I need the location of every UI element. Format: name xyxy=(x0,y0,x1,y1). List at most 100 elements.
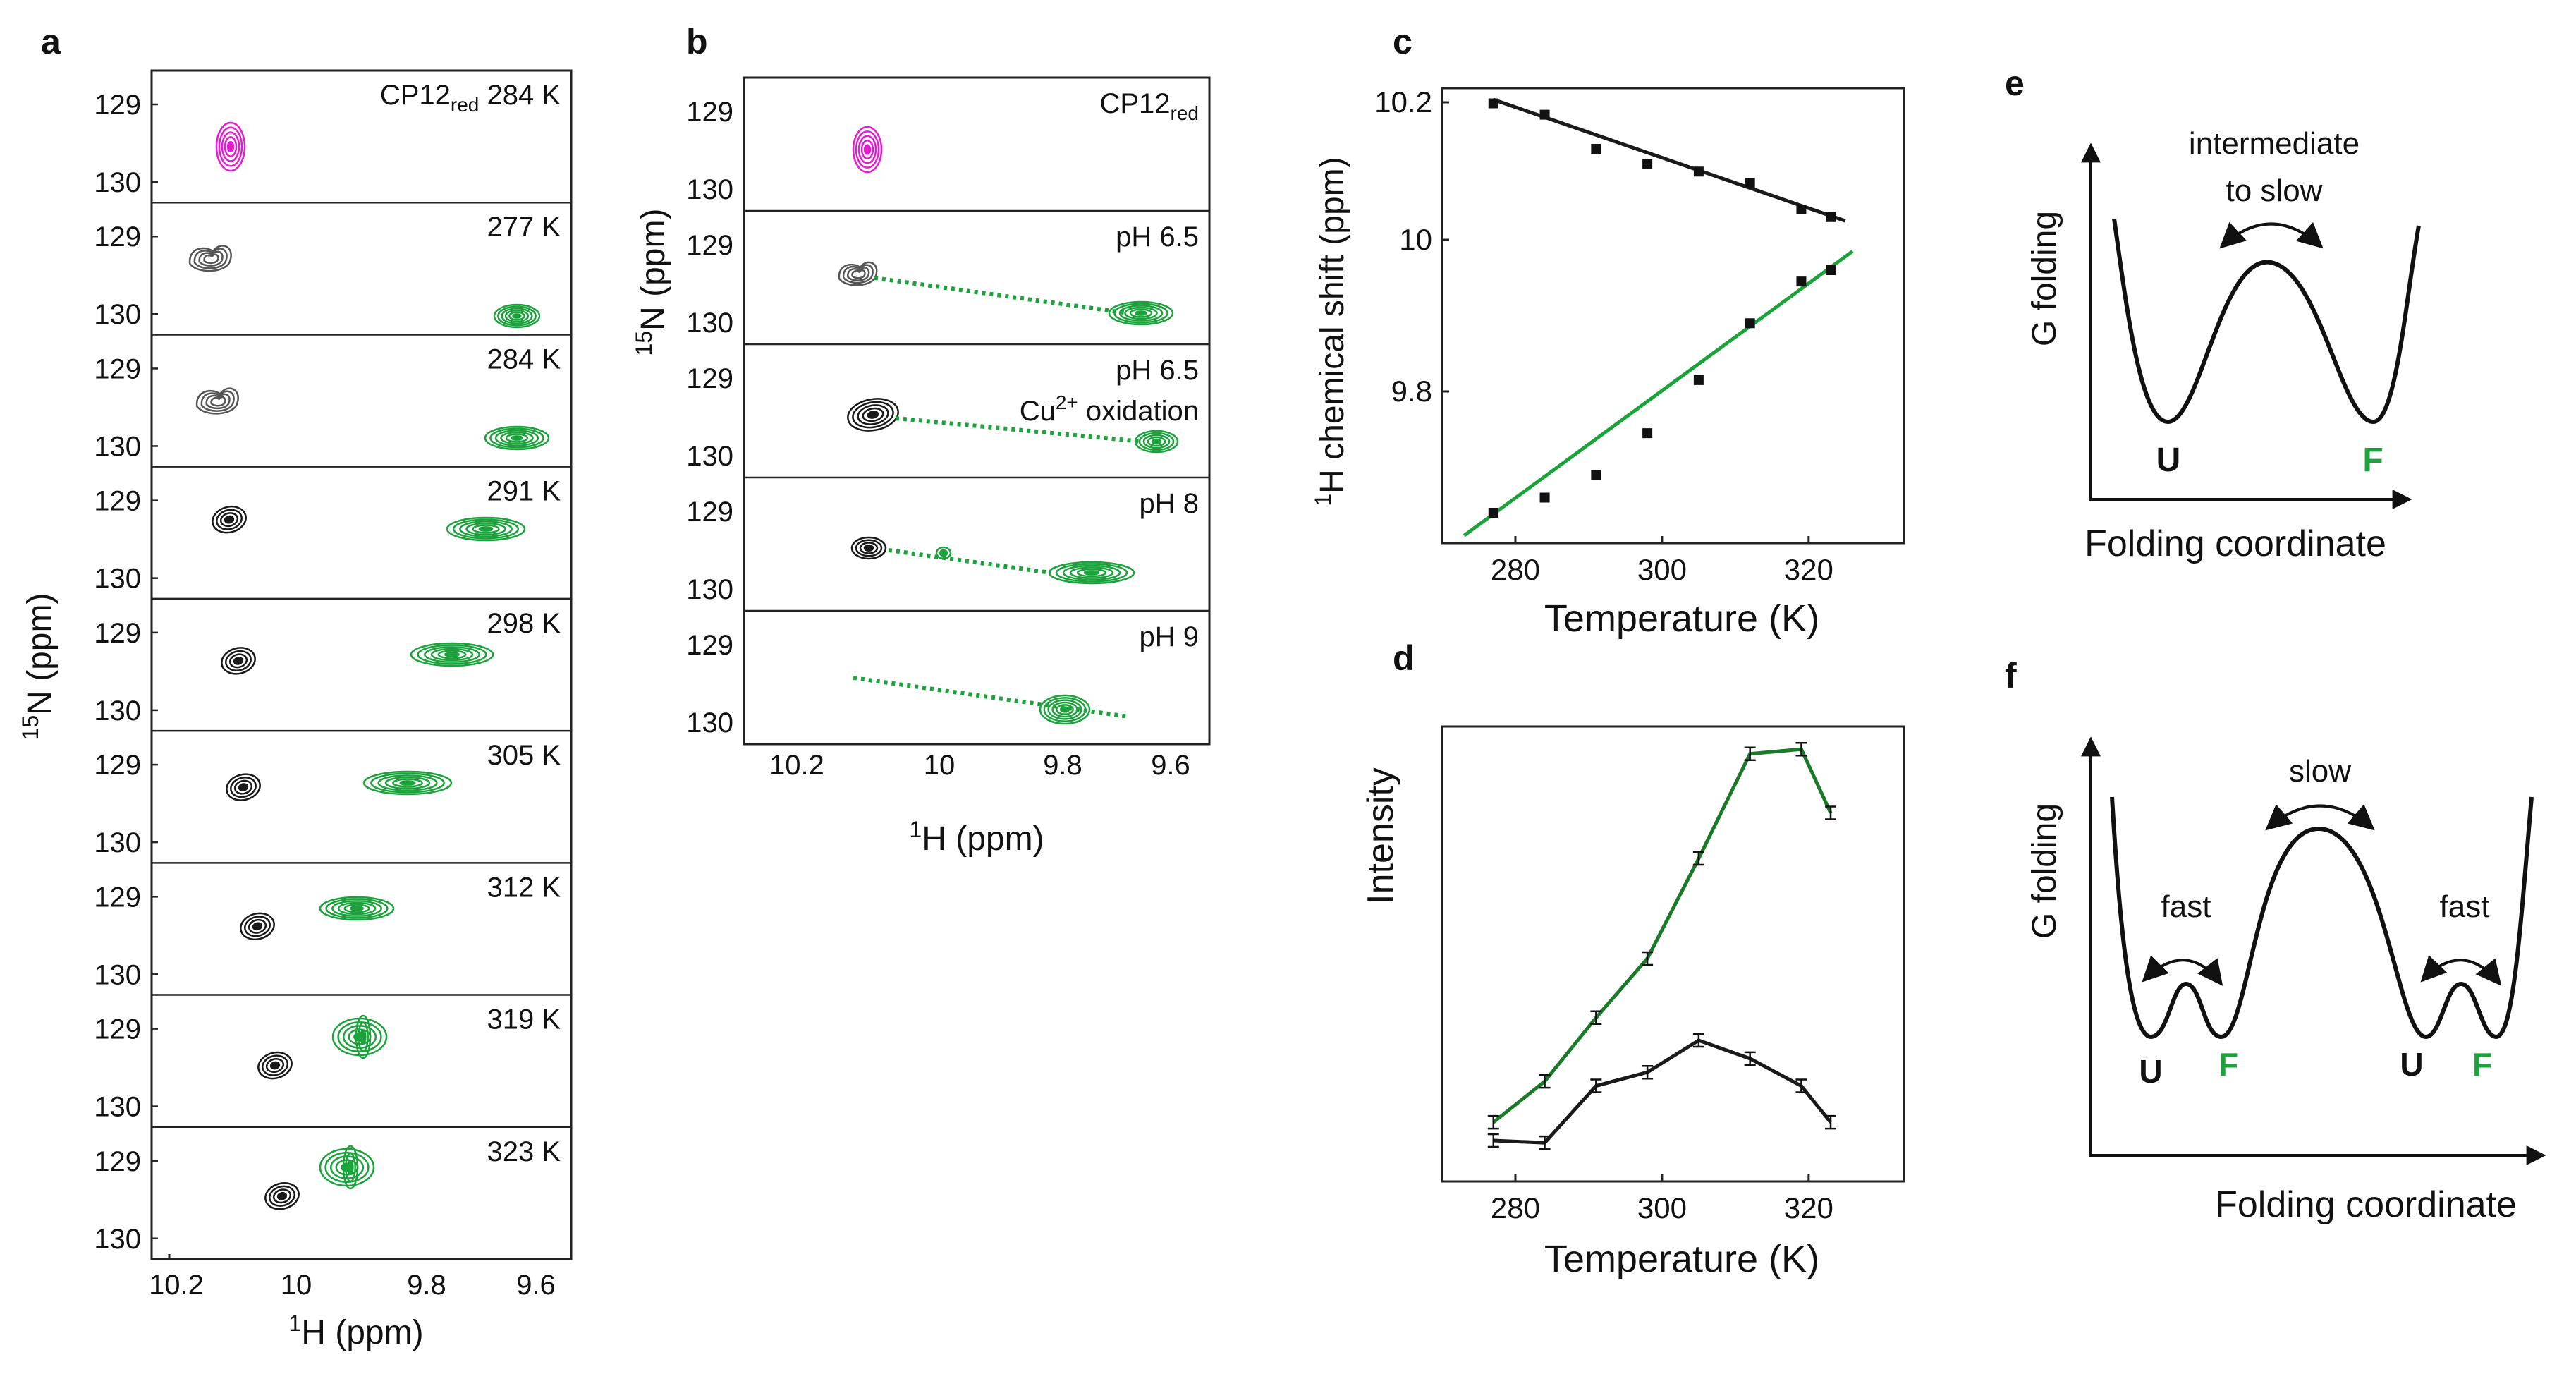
panel-a-black-peak xyxy=(264,1182,300,1210)
panel-b-green-peak-contour xyxy=(1062,564,1121,581)
panel-f-F1: F xyxy=(2218,1046,2238,1083)
panel-a-frame xyxy=(150,69,573,1260)
panel-b-ytick-130: 130 xyxy=(686,308,733,339)
panel-a-green-peak xyxy=(493,303,541,329)
panel-a-black-peak xyxy=(240,912,275,941)
panel-b-magenta-peak-contour xyxy=(855,130,880,169)
panel-b-green-peak-contour xyxy=(1124,306,1158,320)
panel-b-green-peak-contour xyxy=(1113,303,1168,324)
panel-a-black-peak-contour xyxy=(252,922,263,931)
panel-e-energy-curve xyxy=(2112,218,2421,425)
panel-c-ytick-label: 10 xyxy=(1399,223,1432,256)
panel-c-point-unfolded xyxy=(1488,98,1498,109)
panel-a-green-peak-contour xyxy=(337,901,377,916)
panel-a-black-peak-contour xyxy=(193,248,228,269)
panel-c-point-unfolded xyxy=(1826,212,1836,222)
panel-b-magenta-peak-contour xyxy=(863,144,872,155)
panel-c-point-unfolded xyxy=(1796,205,1807,214)
panel-b-ytick-130: 130 xyxy=(686,441,733,472)
panel-a-row-label: 319 K xyxy=(487,1004,561,1035)
panel-b-ylabel: 15N (ppm) xyxy=(631,209,672,356)
panel-b-green-intermediate-contour xyxy=(935,546,952,560)
panel-a-ytick-130: 130 xyxy=(94,1224,141,1255)
panel-b-dotted-trajectory xyxy=(874,276,1129,315)
panel-a-magenta-peak xyxy=(215,121,246,172)
panel-b: 129 130 CP12red 129 130 pH 6.5 129 130 pH 6.5 Cu2… xyxy=(631,76,1211,858)
panel-b-black-peak-contour xyxy=(842,264,874,284)
panel-b-green-intermediate xyxy=(935,546,952,560)
panel-d-xtick-label: 320 xyxy=(1784,1191,1833,1224)
panel-b-ytick-130: 130 xyxy=(686,174,733,205)
panel-b-magenta-peak-contour xyxy=(857,135,877,164)
panel-e-U: U xyxy=(2156,442,2181,479)
panel-a-black-peak-contour xyxy=(210,396,226,407)
panel-f: slow fast fast U F U F G folding Folding… xyxy=(2026,736,2546,1225)
panel-e-xlabel: Folding coordinate xyxy=(2084,523,2386,564)
panel-b-row-label-2: Cu2+ oxidation xyxy=(1020,391,1199,427)
panel-c: 280 300 320 9.8 10 10.2 Temperature (K) 1H ch… xyxy=(1310,85,1905,640)
panel-b-green-peak-contour xyxy=(1043,697,1087,722)
panel-a-green-peak xyxy=(319,896,395,921)
panel-f-fast-right-arrow xyxy=(2420,955,2502,986)
panel-a-row-label: 312 K xyxy=(487,872,561,903)
panel-a-row-label: 305 K xyxy=(487,740,561,771)
panel-a-black-peak-contour xyxy=(203,253,219,265)
panel-c-point-unfolded xyxy=(1539,109,1550,120)
panel-a-black-peak xyxy=(195,387,239,415)
panel-e-F: F xyxy=(2362,442,2383,479)
panel-a-magenta-peak-contour xyxy=(224,136,238,157)
panel-b-xlabel: 1H (ppm) xyxy=(909,817,1044,858)
panel-d-xlabel: Temperature (K) xyxy=(1544,1238,1819,1280)
panel-a-black-peak-contour xyxy=(248,918,267,934)
panel-b-green-peak xyxy=(1039,694,1091,725)
panel-f-U2: U xyxy=(2400,1046,2423,1083)
panel-a-row-label: CP12red 284 K xyxy=(380,80,561,116)
panel-b-frame xyxy=(743,76,1211,746)
panel-b-black-peak-contour xyxy=(847,267,870,281)
panel-a-ytick-130: 130 xyxy=(94,695,141,726)
panel-f-fast-right-label: fast xyxy=(2440,889,2490,924)
panel-d-line-folded xyxy=(1492,747,1833,1124)
panel-a-green-peak-contour xyxy=(437,650,467,659)
panel-c-xtick-label: 300 xyxy=(1637,553,1687,586)
panel-b-green-peak-contour xyxy=(1135,310,1147,316)
panel-b-black-peak xyxy=(850,536,887,560)
panel-a-ytick-129: 129 xyxy=(94,1014,141,1045)
panel-a-green-peak-stem-contour xyxy=(358,1021,369,1052)
panel-b-black-peak-contour xyxy=(850,536,887,560)
panel-a-green-peak-contour xyxy=(377,774,438,791)
panel-b-green-peak-contour xyxy=(1056,704,1074,715)
panel-a-black-peak-contour xyxy=(272,1188,292,1204)
panel-a-black-peak xyxy=(212,505,247,534)
panel-a-green-peak-contour xyxy=(497,305,537,327)
panel-a-green-peak-contour xyxy=(362,770,453,796)
panel-b-black-peak-contour xyxy=(855,539,883,557)
panel-b-row-label: pH 6.5 xyxy=(1116,221,1199,253)
panel-a-ytick-130: 130 xyxy=(94,827,141,858)
panel-a-green-peak-contour xyxy=(324,1151,370,1184)
panel-b-row-label: pH 6.5 xyxy=(1116,355,1199,386)
panel-b-green-peak-contour xyxy=(1039,694,1091,725)
panel-a-green-peak-contour xyxy=(392,778,423,788)
panel-letter-e: e xyxy=(2005,63,2025,103)
panel-c-frame xyxy=(1441,87,1905,545)
panel-a-green-peak-contour xyxy=(472,524,500,534)
panel-a-green-peak-stem xyxy=(342,1145,359,1190)
panel-a-green-peak xyxy=(319,1148,375,1187)
panel-a-green-peak-contour xyxy=(424,646,480,663)
panel-a: 129 130 CP12red 284 K 129 130 277 K 129 130 284 … xyxy=(18,69,573,1351)
panel-a-black-peak-contour xyxy=(238,783,249,791)
panel-b-black-peak xyxy=(847,398,899,432)
panel-b-green-peak-contour xyxy=(1051,701,1078,718)
panel-f-F2: F xyxy=(2472,1046,2492,1083)
panel-a-row-label: 284 K xyxy=(487,344,561,375)
panel-a-black-peak-contour xyxy=(219,512,239,528)
panel-e: intermediate to slow U F G folding Foldi… xyxy=(2026,126,2421,564)
panel-a-green-peak-contour xyxy=(504,309,530,323)
panel-a-green-peak-stem-contour xyxy=(342,1145,359,1190)
panel-c-point-unfolded xyxy=(1745,178,1755,188)
panel-a-green-peak xyxy=(446,516,526,542)
panel-b-black-peak-contour xyxy=(852,401,894,429)
panel-c-xtick-label: 280 xyxy=(1491,553,1540,586)
panel-f-slow-arrow xyxy=(2265,804,2375,831)
